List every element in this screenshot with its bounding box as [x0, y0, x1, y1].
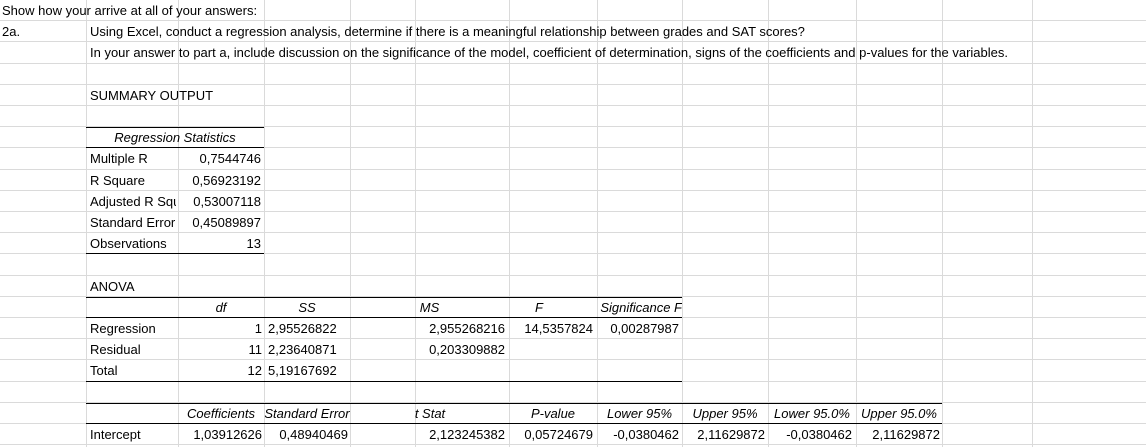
grid-row-line: [0, 275, 1146, 276]
grid-row-line: [0, 63, 1146, 64]
column-header: df: [215, 300, 227, 315]
grid-column-line: [415, 0, 416, 447]
summary-title: SUMMARY OUTPUT: [90, 88, 214, 103]
row-label: Observations: [90, 236, 167, 251]
grid-row-line: [0, 211, 1146, 212]
grid-row-line: [0, 105, 1146, 106]
value: 2,955268216: [429, 321, 505, 336]
column-header: Lower 95.0%: [774, 406, 850, 421]
grid-row-line: [0, 359, 1146, 360]
grid-row-line: [0, 232, 1146, 233]
row-label: Residual: [90, 342, 141, 357]
grid-row-line: [0, 147, 1146, 148]
table-border: [86, 297, 682, 298]
grid-row-line: [0, 296, 1146, 297]
grid-column-line: [942, 0, 943, 447]
value: 0,56923192: [192, 173, 261, 188]
table-border: [86, 317, 682, 318]
value: 12: [247, 363, 262, 378]
value: 0,45089897: [192, 215, 261, 230]
value: 0,7544746: [199, 151, 261, 166]
row-label: Standard Error: [90, 215, 176, 230]
grid-column-line: [264, 0, 265, 447]
column-header: Upper 95.0%: [861, 406, 937, 421]
grid-row-line: [0, 402, 1146, 403]
column-header: Standard Error: [264, 406, 350, 421]
value: -0,0380462: [613, 427, 679, 442]
column-header: Coefficients: [187, 406, 255, 421]
value: 0,48940469: [279, 427, 348, 442]
row-label: Total: [90, 363, 118, 378]
row-label: Multiple R: [90, 151, 148, 166]
column-header: SS: [298, 300, 316, 315]
row-label: Intercept: [90, 427, 141, 442]
grid-row-line: [0, 338, 1146, 339]
value: 14,5357824: [524, 321, 593, 336]
value: 11: [248, 342, 263, 357]
column-header: Upper 95%: [692, 406, 758, 421]
column-header: Significance F: [600, 300, 682, 315]
value: 2,11629872: [697, 427, 765, 442]
grid-row-line: [0, 444, 1146, 445]
grid-column-line: [350, 0, 351, 447]
grid-row-line: [0, 84, 1146, 85]
value: 0,05724679: [524, 427, 593, 442]
grid-row-line: [0, 190, 1146, 191]
row-label: Regression: [90, 321, 156, 336]
table-border: [86, 147, 264, 148]
column-header: P-value: [530, 406, 576, 421]
value: 5,19167692: [268, 363, 337, 378]
value: 2,11629872: [872, 427, 940, 442]
row-label: R Square: [90, 173, 145, 188]
column-header: Lower 95%: [606, 406, 673, 421]
grid-column-line: [597, 0, 598, 447]
value: 0,00287987: [610, 321, 679, 336]
value: -0,0380462: [786, 427, 852, 442]
value: 1,03912626: [193, 427, 262, 442]
column-header: MS: [419, 300, 440, 315]
column-header: t Stat: [414, 406, 446, 421]
grid-row-line: [0, 253, 1146, 254]
table-border: [86, 403, 942, 404]
question: Using Excel, conduct a regression analys…: [90, 24, 805, 39]
grid-column-line: [768, 0, 769, 447]
part-label: 2a.: [2, 24, 21, 39]
grid-row-line: [0, 169, 1146, 170]
instruction: Show how your arrive at all of your answ…: [2, 3, 258, 18]
grid-column-line: [178, 0, 179, 447]
grid-column-line: [86, 0, 87, 447]
table-border: [86, 423, 942, 424]
table-border: [86, 253, 264, 254]
value: 0,203309882: [429, 342, 505, 357]
grid-row-line: [0, 20, 1146, 21]
grid-column-line: [856, 0, 857, 447]
row-label: Adjusted R Square: [90, 194, 176, 209]
table-border: [86, 127, 264, 128]
value: 13: [246, 236, 261, 251]
value: 2,95526822: [268, 321, 337, 336]
table-border: [86, 381, 682, 382]
value: 2,23640871: [268, 342, 337, 357]
value: 0,53007118: [193, 194, 261, 209]
grid-row-line: [0, 41, 1146, 42]
value: 1: [254, 321, 262, 336]
column-header: F: [535, 300, 543, 315]
table-header: Regression Statistics: [114, 130, 236, 145]
grid-column-line: [1032, 0, 1033, 447]
grid-row-line: [0, 126, 1146, 127]
guidance: In your answer to part a, include discus…: [90, 45, 1008, 60]
value: 2,123245382: [429, 427, 505, 442]
section-title: ANOVA: [90, 279, 135, 294]
grid-column-line: [682, 0, 683, 447]
grid-column-line: [509, 0, 510, 447]
